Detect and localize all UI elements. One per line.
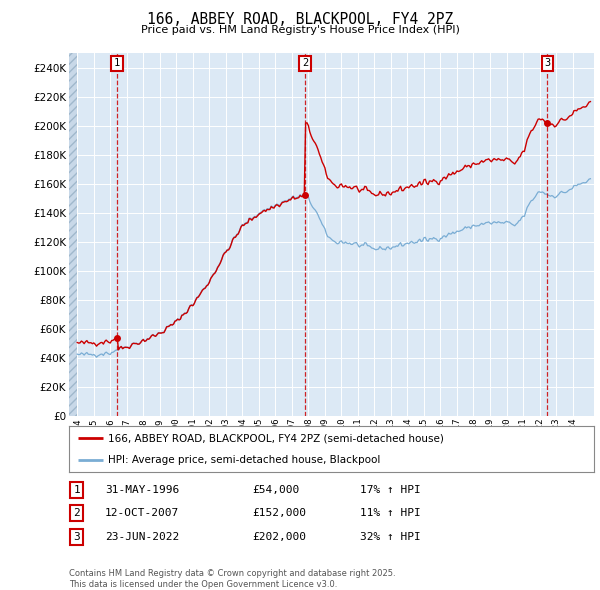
- Text: 31-MAY-1996: 31-MAY-1996: [105, 485, 179, 494]
- Text: 1: 1: [73, 485, 80, 494]
- Text: 3: 3: [544, 58, 551, 68]
- Text: 3: 3: [73, 532, 80, 542]
- Text: Price paid vs. HM Land Registry's House Price Index (HPI): Price paid vs. HM Land Registry's House …: [140, 25, 460, 35]
- Text: 23-JUN-2022: 23-JUN-2022: [105, 532, 179, 542]
- Text: 12-OCT-2007: 12-OCT-2007: [105, 509, 179, 518]
- Text: 166, ABBEY ROAD, BLACKPOOL, FY4 2PZ: 166, ABBEY ROAD, BLACKPOOL, FY4 2PZ: [147, 12, 453, 27]
- Text: HPI: Average price, semi-detached house, Blackpool: HPI: Average price, semi-detached house,…: [109, 454, 381, 464]
- Text: 1: 1: [114, 58, 121, 68]
- Text: £54,000: £54,000: [252, 485, 299, 494]
- Text: Contains HM Land Registry data © Crown copyright and database right 2025.
This d: Contains HM Land Registry data © Crown c…: [69, 569, 395, 589]
- Text: £152,000: £152,000: [252, 509, 306, 518]
- Text: 17% ↑ HPI: 17% ↑ HPI: [360, 485, 421, 494]
- Text: £202,000: £202,000: [252, 532, 306, 542]
- Text: 11% ↑ HPI: 11% ↑ HPI: [360, 509, 421, 518]
- Text: 2: 2: [302, 58, 308, 68]
- Text: 32% ↑ HPI: 32% ↑ HPI: [360, 532, 421, 542]
- Text: 166, ABBEY ROAD, BLACKPOOL, FY4 2PZ (semi-detached house): 166, ABBEY ROAD, BLACKPOOL, FY4 2PZ (sem…: [109, 434, 444, 444]
- Bar: [69, 53, 77, 416]
- Text: 2: 2: [73, 509, 80, 518]
